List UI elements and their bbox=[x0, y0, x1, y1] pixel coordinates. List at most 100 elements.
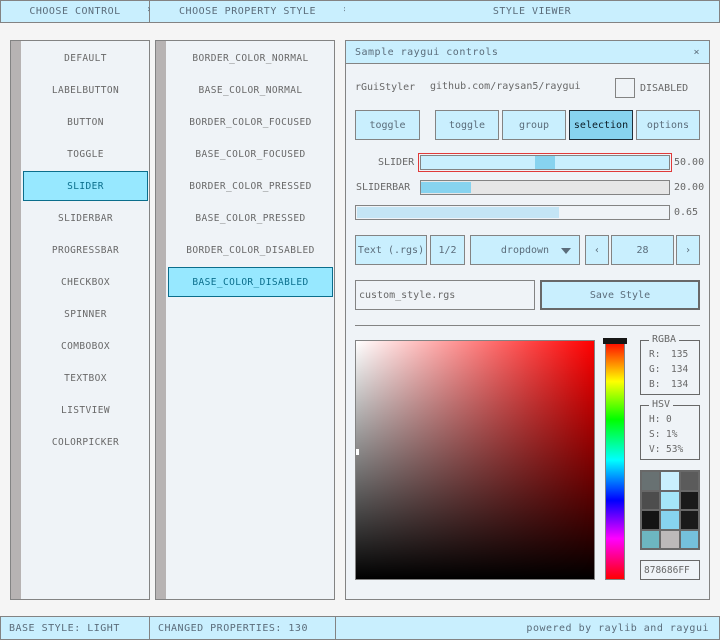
topbar-choose-property: CHOOSE PROPERTY STYLE bbox=[150, 0, 345, 23]
sliderbar-fill bbox=[421, 182, 471, 193]
hsv-group: HSV H: 0 S: 1% V: 53% bbox=[640, 399, 700, 460]
style-palette bbox=[640, 470, 700, 550]
palette-swatch[interactable] bbox=[680, 472, 698, 490]
page-button[interactable]: 1/2 bbox=[430, 235, 465, 265]
control-item-button[interactable]: BUTTON bbox=[67, 116, 104, 128]
spinner-value[interactable]: 28 bbox=[611, 235, 674, 265]
status-text: powered by raylib and raygui bbox=[526, 622, 709, 634]
hsv-title: HSV bbox=[649, 399, 674, 410]
spinner-next-button[interactable]: › bbox=[676, 235, 700, 265]
control-item-listview[interactable]: LISTVIEW bbox=[61, 404, 110, 416]
control-item-slider[interactable]: SLIDER bbox=[23, 171, 148, 201]
palette-swatch[interactable] bbox=[680, 530, 698, 548]
crumb-label: CHOOSE PROPERTY STYLE bbox=[179, 6, 316, 17]
properties-list[interactable]: BORDER_COLOR_NORMAL BASE_COLOR_NORMAL BORD… bbox=[155, 40, 335, 600]
close-icon[interactable]: × bbox=[693, 46, 700, 58]
palette-swatch[interactable] bbox=[642, 491, 660, 509]
spinner-prev-button[interactable]: ‹ bbox=[585, 235, 609, 265]
progress-fill bbox=[357, 207, 560, 218]
property-item-base-color-normal[interactable]: BASE_COLOR_NORMAL bbox=[198, 84, 303, 96]
property-item-base-color-pressed[interactable]: BASE_COLOR_PRESSED bbox=[195, 212, 306, 224]
palette-swatch[interactable] bbox=[680, 491, 698, 509]
toggle-group-toggle[interactable]: toggle bbox=[435, 110, 499, 140]
save-style-button[interactable]: Save Style bbox=[540, 280, 700, 310]
status-powered: powered by raylib and raygui bbox=[335, 616, 720, 640]
v-label: V: bbox=[649, 444, 661, 455]
color-picker-area[interactable] bbox=[355, 340, 595, 580]
scrollbar[interactable] bbox=[11, 41, 21, 599]
property-item-base-color-focused[interactable]: BASE_COLOR_FOCUSED bbox=[195, 148, 306, 160]
control-item-textbox[interactable]: TEXTBOX bbox=[64, 372, 107, 384]
b-label: B: bbox=[649, 379, 661, 390]
property-item-border-color-focused[interactable]: BORDER_COLOR_FOCUSED bbox=[189, 116, 312, 128]
hex-value-input[interactable]: 878686FF bbox=[640, 560, 700, 580]
progressbar bbox=[355, 205, 670, 220]
g-label: G: bbox=[649, 364, 661, 375]
sliderbar-label: SLIDERBAR bbox=[356, 182, 411, 193]
s-label: S: bbox=[649, 429, 661, 440]
crumb-label: CHOOSE CONTROL bbox=[29, 6, 121, 17]
dropdown-arrow-icon bbox=[561, 248, 571, 254]
topbar-choose-control: CHOOSE CONTROL bbox=[0, 0, 150, 23]
property-item-base-color-disabled[interactable]: BASE_COLOR_DISABLED bbox=[168, 267, 333, 297]
status-text: BASE STYLE: LIGHT bbox=[9, 622, 120, 634]
slider-value: 50.00 bbox=[674, 157, 705, 168]
control-item-colorpicker[interactable]: COLORPICKER bbox=[51, 436, 120, 448]
control-item-progressbar[interactable]: PROGRESSBAR bbox=[51, 244, 120, 256]
topbar-style-viewer: STYLE VIEWER bbox=[345, 0, 720, 23]
palette-swatch[interactable] bbox=[642, 530, 660, 548]
palette-swatch[interactable] bbox=[661, 530, 679, 548]
control-item-sliderbar[interactable]: SLIDERBAR bbox=[57, 212, 114, 224]
v-value: 53% bbox=[666, 444, 684, 455]
rgba-title: RGBA bbox=[649, 334, 680, 345]
control-item-toggle[interactable]: TOGGLE bbox=[67, 148, 104, 160]
r-label: R: bbox=[649, 349, 661, 360]
style-filename-input[interactable]: custom_style.rgs bbox=[355, 280, 535, 310]
status-changed: CHANGED PROPERTIES: 130 bbox=[149, 616, 336, 640]
hue-bar[interactable] bbox=[605, 340, 625, 580]
control-item-labelbutton[interactable]: LABELBUTTON bbox=[51, 84, 120, 96]
palette-swatch[interactable] bbox=[661, 472, 679, 490]
g-value: 134 bbox=[671, 364, 689, 375]
window-title: Sample raygui controls bbox=[355, 46, 499, 58]
app-name: rGuiStyler bbox=[355, 82, 416, 93]
property-item-border-color-pressed[interactable]: BORDER_COLOR_PRESSED bbox=[189, 180, 312, 192]
h-value: 0 bbox=[666, 414, 672, 425]
toggle-button[interactable]: toggle bbox=[355, 110, 420, 140]
disabled-checkbox[interactable] bbox=[615, 78, 635, 98]
window-titlebar[interactable]: Sample raygui controls × bbox=[345, 40, 710, 64]
hex-value: 878686FF bbox=[644, 565, 690, 576]
property-item-border-color-normal[interactable]: BORDER_COLOR_NORMAL bbox=[192, 52, 309, 64]
palette-swatch[interactable] bbox=[680, 511, 698, 529]
property-item-border-color-disabled[interactable]: BORDER_COLOR_DISABLED bbox=[186, 244, 315, 256]
palette-swatch[interactable] bbox=[642, 472, 660, 490]
sliderbar[interactable] bbox=[420, 180, 670, 195]
dropdown[interactable]: dropdown bbox=[470, 235, 580, 265]
slider[interactable] bbox=[420, 155, 670, 170]
toggle-group-options[interactable]: options bbox=[636, 110, 700, 140]
sliderbar-value: 20.00 bbox=[674, 182, 705, 193]
palette-swatch[interactable] bbox=[642, 511, 660, 529]
palette-swatch[interactable] bbox=[661, 511, 679, 529]
url-link[interactable]: github.com/raysan5/raygui bbox=[430, 81, 581, 92]
b-value: 134 bbox=[671, 379, 689, 390]
control-item-checkbox[interactable]: CHECKBOX bbox=[61, 276, 110, 288]
toggle-group-group[interactable]: group bbox=[502, 110, 566, 140]
input-value: custom_style.rgs bbox=[359, 290, 456, 301]
disabled-label: DISABLED bbox=[640, 83, 689, 94]
controls-list[interactable]: DEFAULT LABELBUTTON BUTTON TOGGLE SLIDER SLID… bbox=[10, 40, 150, 600]
hue-selector[interactable] bbox=[603, 338, 627, 344]
slider-focus-outline bbox=[418, 153, 672, 172]
toggle-group-selection[interactable]: selection bbox=[569, 110, 633, 140]
control-item-default[interactable]: DEFAULT bbox=[64, 52, 107, 64]
color-picker-cursor[interactable] bbox=[356, 449, 359, 455]
slider-thumb[interactable] bbox=[535, 156, 555, 169]
progress-value: 0.65 bbox=[674, 207, 699, 218]
text-rgs-button[interactable]: Text (.rgs) bbox=[355, 235, 427, 265]
palette-swatch[interactable] bbox=[661, 491, 679, 509]
scrollbar[interactable] bbox=[156, 41, 166, 599]
separator: › bbox=[146, 4, 152, 15]
control-item-spinner[interactable]: SPINNER bbox=[64, 308, 107, 320]
control-item-combobox[interactable]: COMBOBOX bbox=[61, 340, 110, 352]
status-text: CHANGED PROPERTIES: 130 bbox=[158, 622, 308, 634]
